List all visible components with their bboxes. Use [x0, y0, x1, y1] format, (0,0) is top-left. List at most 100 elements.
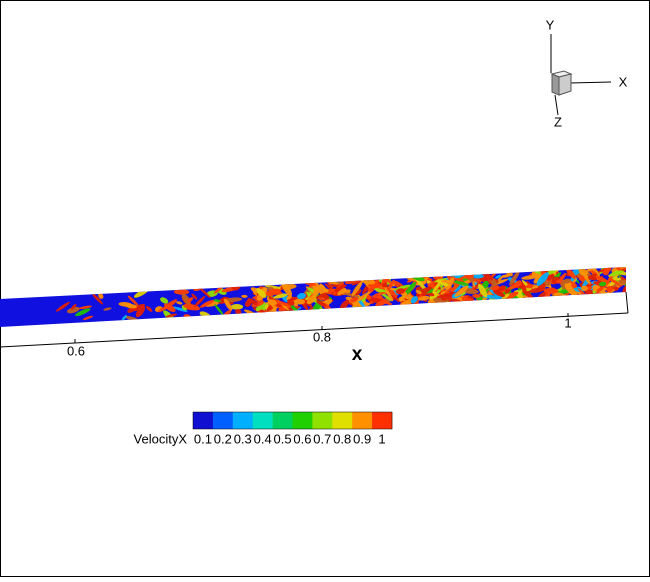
- axis-triad: Y X Z: [546, 17, 628, 129]
- vortex-blob: [314, 292, 328, 301]
- vortex-blob: [385, 279, 395, 294]
- vortex-blob: [578, 267, 589, 276]
- vortex-blob: [609, 270, 624, 277]
- triad-label: X: [619, 74, 628, 89]
- vortex-blob: [241, 294, 248, 298]
- vortex-blob: [230, 304, 244, 310]
- vortex-blob: [501, 274, 511, 278]
- vortex-blob: [135, 306, 146, 318]
- vortex-blob: [507, 283, 522, 290]
- flow-structures: [55, 267, 626, 324]
- vortex-blob: [495, 274, 502, 279]
- legend-swatch: [272, 412, 293, 429]
- vortex-blob: [415, 278, 428, 292]
- vortex-blob: [410, 296, 418, 304]
- vortex-blob: [78, 305, 93, 310]
- vortex-blob: [525, 283, 534, 289]
- vortex-blob: [98, 293, 104, 299]
- vortex-blob: [199, 299, 215, 308]
- legend-swatch: [232, 412, 253, 429]
- vortex-blob: [445, 277, 455, 291]
- vortex-blob: [566, 267, 576, 279]
- vortex-blob: [349, 297, 359, 303]
- legend-swatch: [193, 412, 214, 429]
- vortex-blob: [191, 293, 198, 300]
- vortex-blob: [372, 297, 379, 303]
- vortex-blob: [582, 272, 591, 285]
- legend-label: 1: [378, 431, 385, 446]
- vortex-blob: [608, 278, 621, 285]
- vortex-blob: [284, 306, 301, 313]
- triad-x: [569, 81, 612, 84]
- vortex-blob: [165, 313, 178, 318]
- vortex-blob: [618, 279, 626, 285]
- vortex-blob: [450, 276, 460, 281]
- vortex-blob: [268, 299, 277, 306]
- vortex-blob: [596, 286, 605, 293]
- vortex-blob: [224, 297, 243, 303]
- legend-label: 0.6: [293, 431, 311, 446]
- vortex-blob: [441, 279, 452, 283]
- legend-title: VelocityX: [134, 431, 188, 446]
- vortex-blob: [519, 286, 527, 291]
- vortex-blob: [509, 270, 520, 286]
- vortex-blob: [273, 293, 288, 299]
- vortex-blob: [453, 280, 470, 286]
- vortex-blob: [92, 293, 104, 305]
- vortex-blob: [404, 281, 417, 296]
- vortex-blob: [594, 275, 610, 284]
- vortex-blob: [337, 288, 347, 296]
- vortex-blob: [415, 290, 422, 295]
- vortex-blob: [213, 299, 221, 303]
- vortex-blob: [498, 285, 507, 292]
- vortex-blob: [385, 301, 393, 306]
- legend-swatch: [252, 412, 273, 429]
- vortex-blob: [312, 284, 322, 297]
- triad-cube: [558, 73, 572, 96]
- vortex-blob: [82, 315, 94, 321]
- vortex-blob: [529, 287, 546, 293]
- vortex-blob: [343, 292, 360, 298]
- legend-swatch: [312, 412, 333, 429]
- vortex-blob: [501, 293, 510, 300]
- vortex-blob: [373, 288, 390, 294]
- x-tick-label: 1: [564, 315, 571, 330]
- vortex-blob: [125, 303, 138, 309]
- vortex-blob: [620, 276, 626, 287]
- legend-swatch: [292, 412, 313, 429]
- vortex-blob: [440, 294, 450, 301]
- vortex-blob: [269, 301, 277, 311]
- vortex-blob: [454, 285, 469, 297]
- legend: VelocityX 0.1 0.2 0.3 0.4 0.5 0.6 0.7 0.8 0.9 1: [134, 411, 393, 446]
- vortex-blob: [145, 306, 153, 312]
- vortex-blob: [356, 291, 371, 302]
- vortex-blob: [223, 298, 233, 311]
- vortex-blob: [306, 295, 316, 305]
- vortex-blob: [265, 288, 281, 297]
- vortex-blob: [351, 281, 363, 296]
- vortex-blob: [588, 275, 597, 281]
- vortex-blob: [522, 289, 534, 299]
- vortex-blob: [121, 314, 127, 321]
- vortex-blob: [564, 283, 578, 298]
- vortex-blob: [287, 299, 295, 306]
- vortex-blob: [214, 304, 224, 316]
- vortex-blob: [318, 297, 326, 301]
- legend-swatch: [212, 412, 234, 429]
- vortex-blob: [66, 306, 80, 314]
- triad-label: Y: [546, 17, 555, 32]
- vortex-blob: [543, 288, 559, 294]
- vortex-blob: [598, 281, 607, 287]
- vortex-blob: [395, 288, 406, 295]
- vortex-blob: [172, 306, 188, 312]
- x-axis-line: [0, 312, 629, 348]
- legend-label: 0.1: [194, 431, 212, 446]
- legend-swatch: [332, 412, 353, 429]
- vortex-blob: [277, 300, 292, 308]
- vortex-blob: [256, 288, 267, 298]
- vortex-blob: [251, 287, 258, 296]
- vortex-blob: [176, 301, 183, 305]
- vortex-blob: [132, 304, 146, 312]
- vortex-blob: [316, 300, 327, 307]
- vortex-blob: [103, 307, 112, 311]
